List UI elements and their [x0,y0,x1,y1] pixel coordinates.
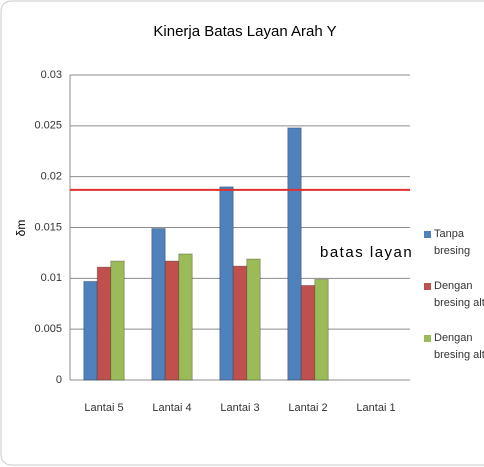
bar [246,258,261,381]
x-tick-label: Lantai 2 [288,402,327,414]
y-tick-label: 0.015 [34,221,62,233]
x-tick-label: Lantai 4 [152,402,191,414]
bar [83,280,98,381]
bar [178,253,193,381]
x-tick-label: Lantai 5 [84,402,123,414]
x-tick-label: Lantai 1 [356,402,395,414]
y-tick-label: 0.01 [41,272,62,284]
bar [232,265,248,381]
bar [219,186,234,381]
legend-swatch [424,231,431,238]
y-axis-label: δm [14,220,28,237]
legend-label: Tanpa bresing [434,228,471,257]
legend-label: Dengan bresing alt 2 [434,332,484,361]
y-tick-label: 0.025 [34,120,62,132]
chart-title: Kinerja Batas Layan Arah Y [153,23,336,40]
y-tick-label: 0.03 [41,69,62,81]
bar [164,260,180,381]
bar [300,284,316,381]
y-tick-label: 0 [56,374,62,386]
bar [151,228,166,381]
bar [110,260,125,381]
reference-label: batas layan [320,244,413,261]
legend-swatch [424,283,431,290]
legend-swatch [424,335,431,342]
x-tick-label: Lantai 3 [220,402,259,414]
y-tick-label: 0.005 [34,323,62,335]
y-tick-label: 0.02 [41,171,62,183]
bar [314,278,329,381]
bar [96,266,112,381]
legend-label: Dengan bresing alt 1 [434,280,484,309]
bar [287,127,302,381]
